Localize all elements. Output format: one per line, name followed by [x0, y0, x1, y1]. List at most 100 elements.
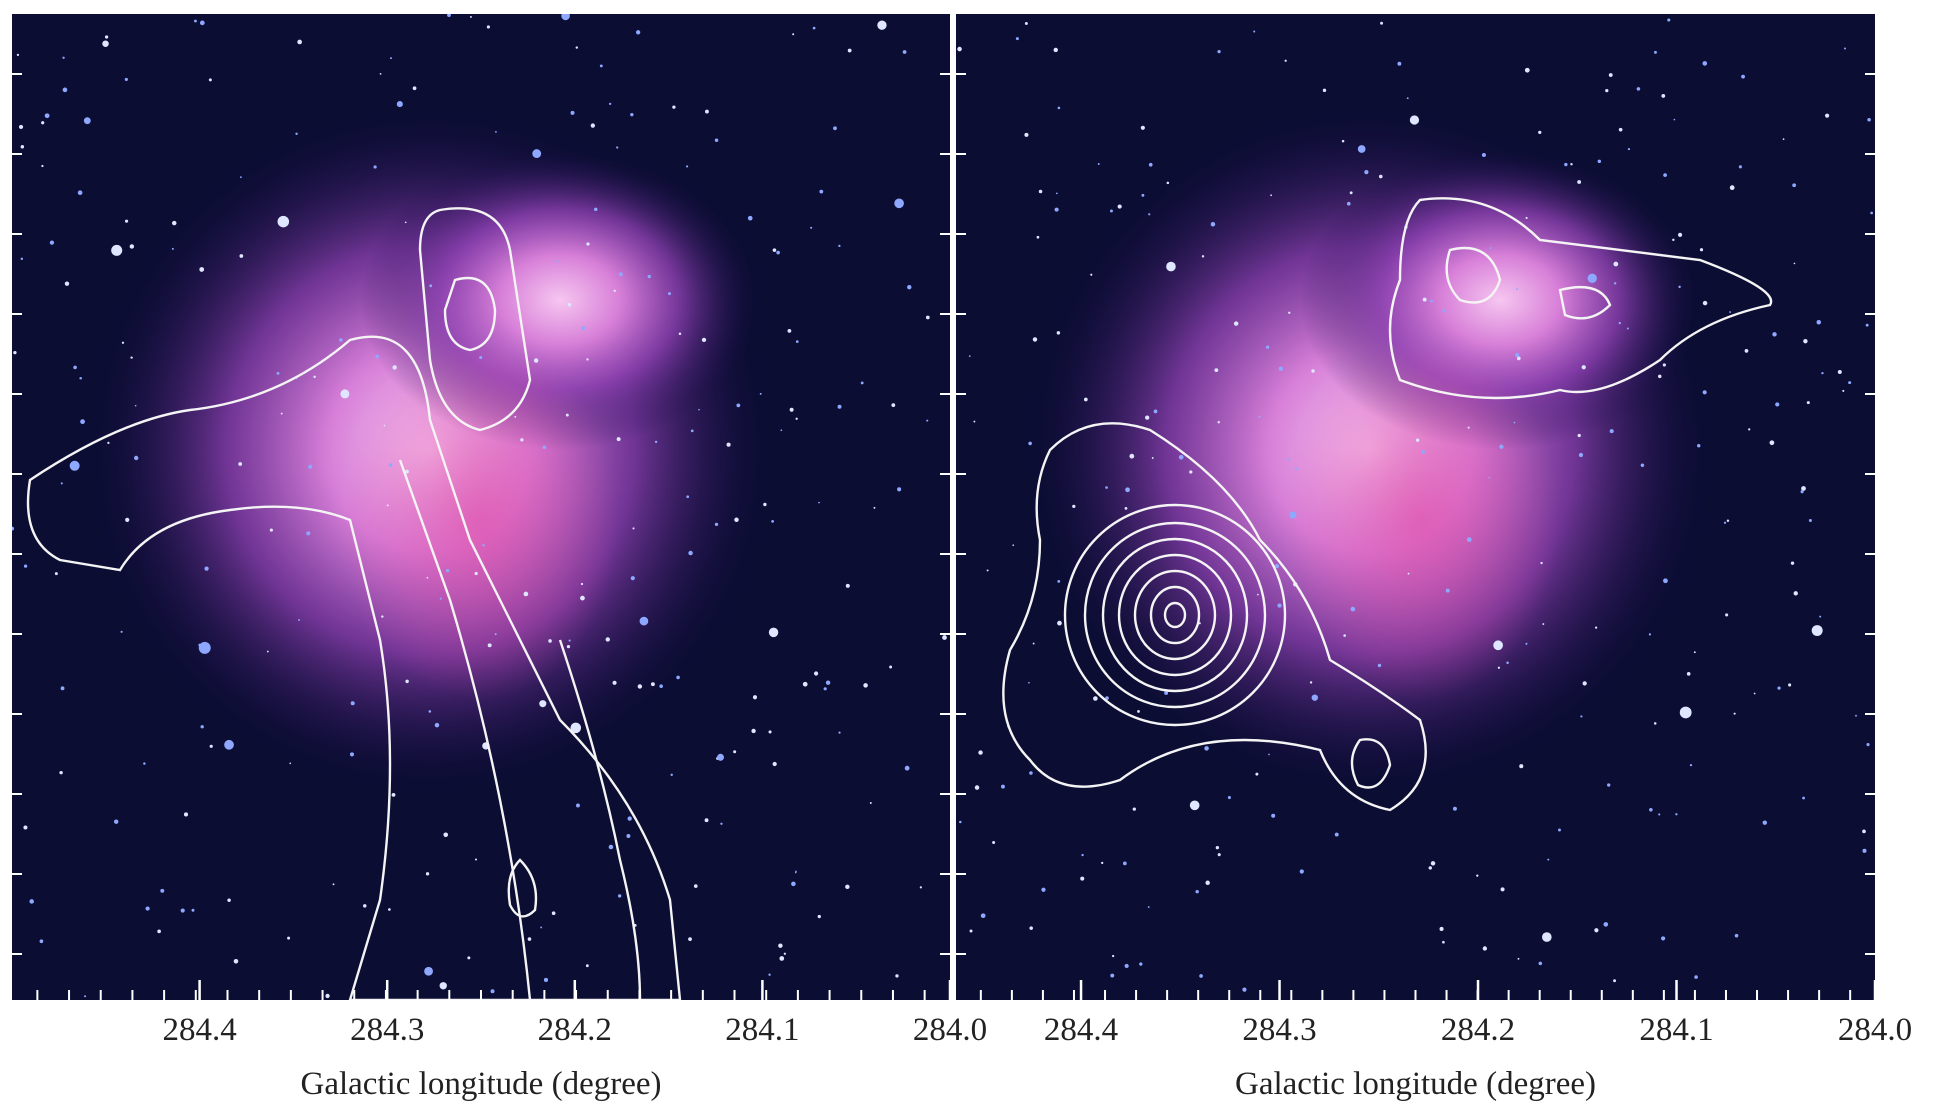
- star: [1141, 126, 1145, 130]
- star: [1072, 505, 1075, 508]
- star: [29, 899, 34, 904]
- star: [889, 666, 892, 669]
- star: [1152, 457, 1154, 459]
- star: [1678, 233, 1682, 237]
- star: [21, 258, 23, 260]
- star: [769, 628, 778, 637]
- star: [1430, 300, 1433, 303]
- star: [387, 504, 389, 506]
- star: [1700, 248, 1703, 251]
- star: [405, 221, 407, 223]
- star: [760, 393, 762, 395]
- star: [1727, 520, 1729, 522]
- star: [1730, 185, 1735, 190]
- star: [234, 959, 239, 964]
- star: [1199, 974, 1203, 978]
- star: [861, 381, 864, 384]
- star: [80, 419, 85, 424]
- star: [1025, 22, 1028, 25]
- star: [514, 416, 516, 418]
- star: [609, 845, 614, 850]
- star: [1542, 932, 1552, 942]
- star: [1312, 694, 1318, 700]
- star: [1525, 68, 1530, 73]
- star: [1862, 830, 1866, 834]
- star: [1033, 337, 1037, 341]
- star: [628, 816, 632, 820]
- star: [838, 245, 840, 247]
- star: [1029, 771, 1033, 775]
- star: [130, 244, 134, 248]
- star: [40, 939, 44, 943]
- star: [125, 78, 128, 81]
- star: [1627, 327, 1629, 329]
- star: [157, 930, 161, 934]
- star: [84, 117, 91, 124]
- star: [397, 101, 403, 107]
- star: [671, 774, 673, 776]
- star: [1610, 429, 1614, 433]
- star: [24, 564, 27, 567]
- star: [1539, 962, 1543, 966]
- star: [571, 111, 575, 115]
- star: [105, 35, 108, 38]
- star: [443, 832, 448, 837]
- star: [1748, 428, 1750, 430]
- star: [482, 544, 484, 546]
- star: [23, 826, 27, 830]
- star: [1661, 94, 1665, 98]
- star: [1564, 163, 1567, 166]
- star: [1802, 797, 1805, 800]
- star: [389, 463, 393, 467]
- star: [1029, 926, 1033, 930]
- star: [648, 275, 651, 278]
- star: [1672, 239, 1674, 241]
- star: [668, 292, 671, 295]
- star: [1380, 22, 1383, 25]
- star: [1081, 854, 1083, 856]
- star: [1803, 339, 1807, 343]
- star: [491, 989, 495, 993]
- star: [1825, 114, 1829, 118]
- star: [1498, 667, 1500, 669]
- star: [539, 700, 546, 707]
- star: [1429, 866, 1432, 869]
- star: [630, 113, 633, 116]
- star: [135, 405, 137, 407]
- star: [1488, 477, 1490, 479]
- star: [1694, 651, 1696, 653]
- star: [70, 461, 80, 471]
- star: [784, 953, 786, 955]
- star: [41, 121, 44, 124]
- star: [1619, 322, 1621, 324]
- star: [1270, 194, 1272, 196]
- star: [542, 445, 546, 449]
- star: [405, 680, 408, 683]
- star: [350, 752, 354, 756]
- star: [114, 820, 118, 824]
- star: [586, 358, 588, 360]
- star: [1289, 511, 1296, 518]
- star: [720, 823, 722, 825]
- star: [788, 329, 792, 333]
- star: [1783, 138, 1785, 140]
- star: [1518, 958, 1520, 960]
- star: [957, 47, 962, 52]
- star: [1166, 262, 1176, 272]
- star: [200, 21, 205, 26]
- star: [534, 358, 538, 362]
- star: [1663, 578, 1668, 583]
- star: [838, 732, 840, 734]
- star: [566, 414, 569, 417]
- star: [1687, 672, 1691, 676]
- star: [846, 584, 850, 588]
- star: [375, 355, 379, 359]
- star: [45, 113, 50, 118]
- star: [586, 964, 589, 967]
- star: [278, 216, 290, 228]
- x-axis-label: Galactic longitude (degree): [1235, 1066, 1596, 1102]
- star: [591, 123, 595, 127]
- star: [488, 643, 492, 647]
- star: [907, 285, 911, 289]
- star: [1609, 73, 1613, 77]
